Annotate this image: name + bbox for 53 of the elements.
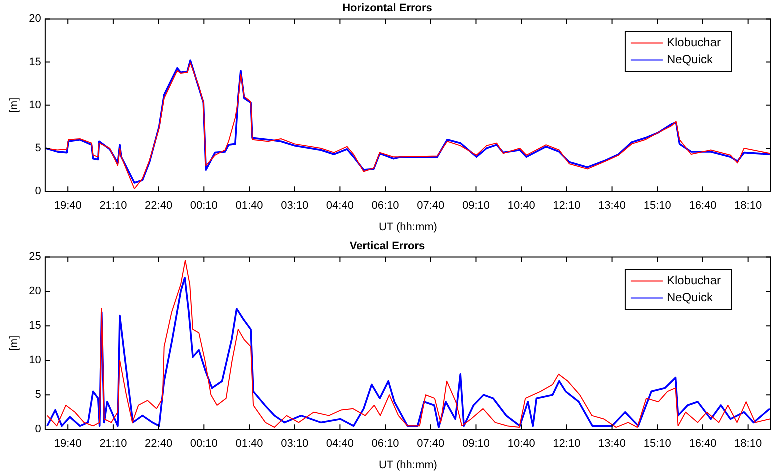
- x-tick-label: 15:10: [644, 200, 672, 212]
- legend-label: Klobuchar: [666, 36, 722, 50]
- legend-label: Klobuchar: [666, 274, 722, 288]
- x-tick-label: 18:10: [734, 438, 762, 450]
- y-tick-label: 20: [29, 13, 42, 26]
- y-tick-label: 0: [35, 186, 42, 198]
- x-tick-label: 04:40: [326, 200, 354, 212]
- x-tick-label: 00:10: [190, 200, 218, 212]
- y-tick-label: 15: [29, 56, 42, 68]
- y-tick-label: 10: [29, 354, 42, 367]
- y-tick-label: 5: [35, 142, 42, 155]
- x-tick-label: 18:10: [734, 200, 762, 212]
- x-tick-label: 10:40: [508, 200, 536, 212]
- y-axis-title: [m]: [8, 98, 21, 114]
- x-tick-label: 22:40: [145, 438, 173, 450]
- x-axis-title: UT (hh:mm): [378, 459, 438, 472]
- chart-title: Vertical Errors: [350, 240, 426, 253]
- y-tick-label: 5: [35, 389, 42, 402]
- x-tick-label: 09:10: [462, 438, 490, 450]
- x-tick-label: 16:40: [689, 200, 717, 212]
- x-tick-label: 16:40: [689, 438, 717, 450]
- x-tick-label: 21:10: [100, 200, 128, 212]
- x-tick-label: 01:40: [236, 438, 264, 450]
- x-tick-label: 13:40: [598, 200, 626, 212]
- chart-title: Horizontal Errors: [342, 2, 432, 15]
- y-tick-label: 20: [29, 286, 42, 298]
- x-tick-label: 01:40: [236, 200, 264, 212]
- x-tick-label: 21:10: [100, 438, 128, 450]
- x-tick-label: 04:40: [326, 438, 354, 450]
- x-tick-label: 03:10: [281, 200, 309, 212]
- x-tick-label: 10:40: [508, 438, 536, 450]
- x-tick-label: 06:10: [372, 200, 400, 212]
- legend-label: NeQuick: [666, 52, 714, 67]
- x-tick-label: 12:10: [553, 438, 581, 450]
- x-tick-label: 00:10: [190, 438, 218, 450]
- x-tick-label: 07:40: [417, 438, 445, 450]
- x-tick-label: 22:40: [145, 200, 173, 212]
- y-tick-label: 25: [29, 251, 42, 264]
- y-tick-label: 0: [35, 424, 42, 436]
- x-tick-label: 12:10: [553, 200, 581, 212]
- x-tick-label: 19:40: [54, 438, 82, 450]
- x-tick-label: 19:40: [54, 200, 82, 212]
- x-tick-label: 06:10: [372, 438, 400, 450]
- legend-label: NeQuick: [666, 290, 714, 305]
- x-tick-label: 15:10: [644, 438, 672, 450]
- x-tick-label: 13:40: [598, 438, 626, 450]
- x-tick-label: 09:10: [462, 200, 490, 212]
- y-tick-label: 10: [29, 99, 42, 112]
- x-axis-title: UT (hh:mm): [378, 221, 438, 234]
- y-tick-label: 15: [29, 320, 42, 332]
- y-axis-title: [m]: [8, 336, 21, 352]
- x-tick-label: 03:10: [281, 438, 309, 450]
- x-tick-label: 07:40: [417, 200, 445, 212]
